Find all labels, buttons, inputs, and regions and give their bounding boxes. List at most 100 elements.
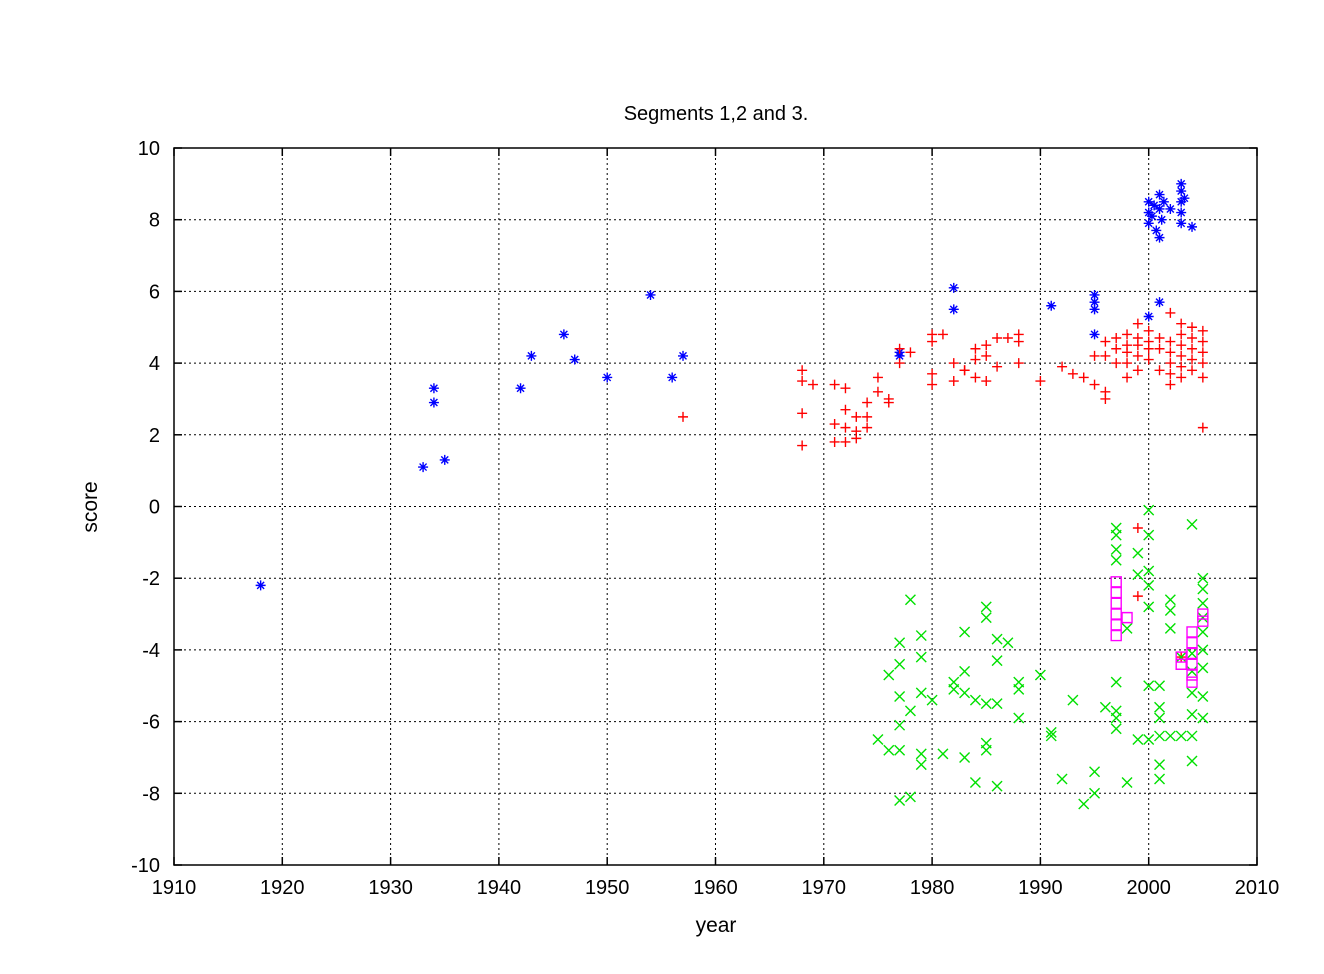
data-point — [1197, 583, 1209, 595]
data-point — [645, 289, 656, 300]
data-point — [829, 436, 840, 447]
data-point — [1149, 200, 1160, 211]
data-point — [1143, 529, 1155, 541]
data-point — [1110, 629, 1122, 642]
data-point — [1165, 368, 1176, 379]
data-point — [1197, 572, 1209, 584]
y-tick-label: -2 — [142, 568, 160, 590]
data-point — [1057, 361, 1068, 372]
data-point — [1154, 701, 1166, 713]
data-point — [980, 601, 992, 613]
data-point — [915, 687, 927, 699]
data-point — [1186, 647, 1198, 660]
data-point — [1154, 343, 1165, 354]
data-point — [602, 372, 613, 383]
data-point — [872, 386, 883, 397]
data-point — [1197, 691, 1209, 702]
data-point — [1045, 730, 1057, 742]
data-point — [1143, 565, 1155, 577]
data-point — [1111, 333, 1122, 344]
data-point — [1197, 612, 1209, 624]
data-point — [667, 372, 678, 383]
data-point — [428, 383, 439, 394]
data-point — [1143, 601, 1155, 613]
data-point — [1100, 350, 1111, 361]
data-point — [927, 336, 938, 347]
data-point — [1187, 322, 1198, 333]
data-point — [840, 383, 851, 394]
data-point — [894, 658, 906, 670]
data-point — [1110, 608, 1122, 620]
data-point — [1154, 759, 1166, 771]
data-point — [1197, 597, 1209, 609]
data-point — [1186, 687, 1198, 699]
data-point — [1186, 626, 1198, 638]
data-point — [1132, 591, 1143, 602]
data-point — [807, 379, 818, 390]
data-point — [1197, 626, 1209, 638]
data-point — [915, 630, 927, 642]
data-point — [1187, 333, 1198, 344]
data-point — [428, 397, 439, 408]
y-tick-label: -6 — [142, 712, 160, 734]
data-point — [1146, 211, 1157, 222]
data-point — [1197, 615, 1209, 627]
data-point — [558, 329, 569, 340]
data-point — [1176, 207, 1187, 218]
data-point — [959, 665, 971, 677]
data-point — [1186, 658, 1198, 670]
data-point — [1186, 518, 1198, 530]
series-1 — [255, 178, 1198, 591]
data-point — [1143, 343, 1154, 354]
data-point — [1110, 576, 1122, 588]
data-point — [1143, 579, 1155, 591]
data-point — [872, 734, 884, 746]
data-point — [904, 705, 916, 717]
data-point — [1187, 343, 1198, 354]
data-point — [526, 350, 537, 361]
data-point — [991, 633, 1003, 645]
data-point — [1143, 354, 1154, 365]
data-point — [1002, 637, 1014, 649]
data-point — [894, 343, 905, 354]
data-point — [1186, 665, 1198, 677]
data-point — [1154, 333, 1165, 344]
data-point — [1186, 676, 1198, 688]
data-point — [1110, 586, 1122, 599]
data-point — [1176, 329, 1187, 340]
data-point — [992, 333, 1003, 344]
data-point — [948, 683, 960, 695]
y-tick-label: 10 — [138, 138, 160, 160]
data-point — [1175, 651, 1187, 663]
data-point — [1143, 680, 1155, 692]
data-point — [894, 691, 906, 702]
series-4 — [1110, 576, 1209, 688]
y-tick-label: 0 — [149, 497, 160, 519]
data-point — [1143, 504, 1155, 516]
data-point — [1013, 712, 1025, 724]
data-point — [1078, 372, 1089, 383]
data-point — [1110, 712, 1122, 724]
data-point — [1013, 683, 1025, 695]
data-point — [1143, 218, 1154, 229]
data-point — [1187, 365, 1198, 376]
data-point — [1186, 755, 1198, 767]
data-point — [894, 744, 906, 756]
data-point — [1121, 777, 1133, 789]
series-3 — [872, 504, 1209, 810]
data-point — [1089, 297, 1100, 308]
data-point — [862, 422, 873, 433]
data-point — [969, 694, 981, 706]
data-point — [872, 372, 883, 383]
data-point — [1164, 730, 1176, 742]
data-point — [1110, 529, 1122, 541]
data-point — [1110, 676, 1122, 688]
data-point — [1176, 340, 1187, 351]
data-point — [948, 282, 959, 293]
data-point — [1035, 376, 1046, 387]
x-tick-label: 1990 — [1018, 877, 1063, 899]
data-point — [1122, 329, 1133, 340]
data-point — [797, 365, 808, 376]
data-point — [904, 594, 916, 606]
data-point — [797, 376, 808, 387]
